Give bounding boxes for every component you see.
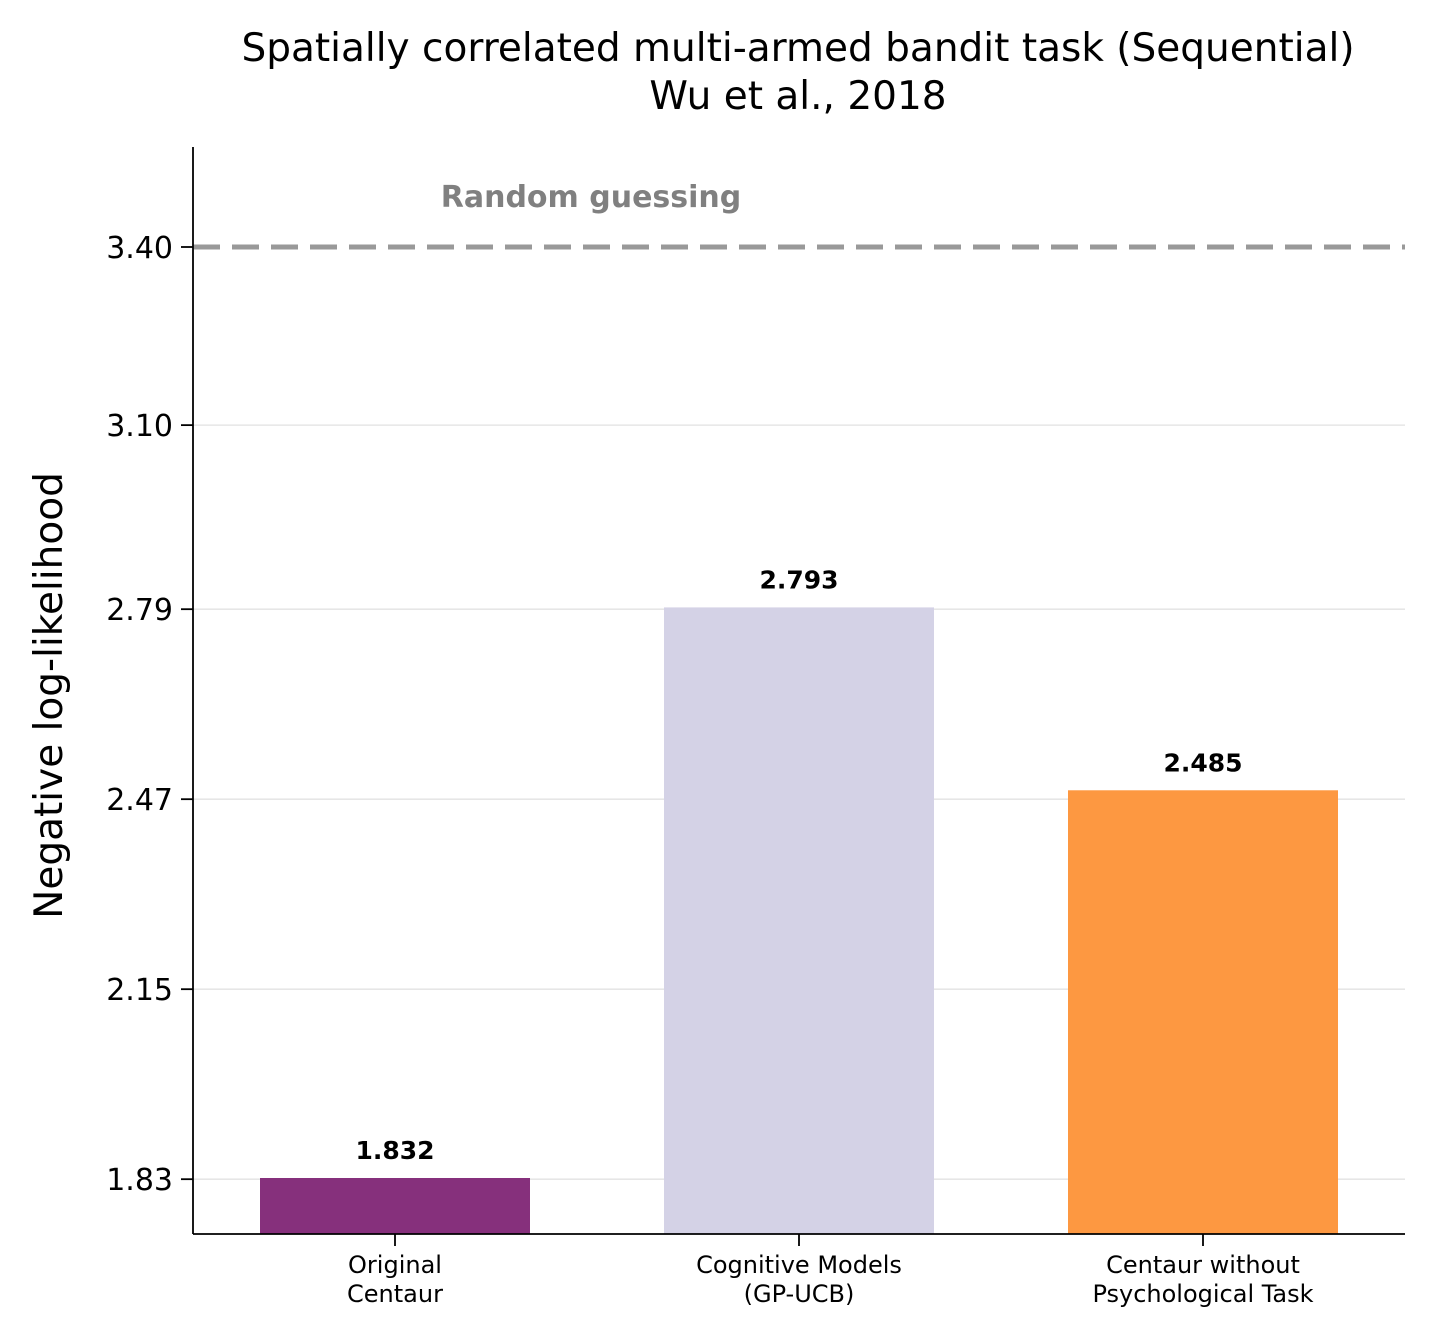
bar xyxy=(664,607,934,1234)
y-tick-label: 1.83 xyxy=(106,1163,173,1198)
random-guessing-label: Random guessing xyxy=(441,180,742,215)
bar-value-label: 2.793 xyxy=(759,565,838,594)
bar xyxy=(1068,790,1338,1234)
bar xyxy=(260,1178,530,1234)
bar-value-label: 2.485 xyxy=(1163,748,1242,777)
x-tick-label: Cognitive Models (GP-UCB) xyxy=(696,1251,902,1308)
y-tick-label: 2.79 xyxy=(106,593,173,628)
chart-title: Spatially correlated multi-armed bandit … xyxy=(241,26,1355,71)
x-tick-label: Original Centaur xyxy=(347,1251,443,1308)
y-tick-label: 3.40 xyxy=(106,231,173,266)
y-tick-label: 2.47 xyxy=(106,783,173,818)
y-axis-label: Negative log-likelihood xyxy=(27,472,72,919)
bar-value-label: 1.832 xyxy=(355,1136,434,1165)
x-tick-label: Centaur without Psychological Task xyxy=(1092,1251,1313,1308)
chart-subtitle: Wu et al., 2018 xyxy=(649,74,947,119)
y-tick-label: 3.10 xyxy=(106,409,173,444)
y-tick-label: 2.15 xyxy=(106,973,173,1008)
